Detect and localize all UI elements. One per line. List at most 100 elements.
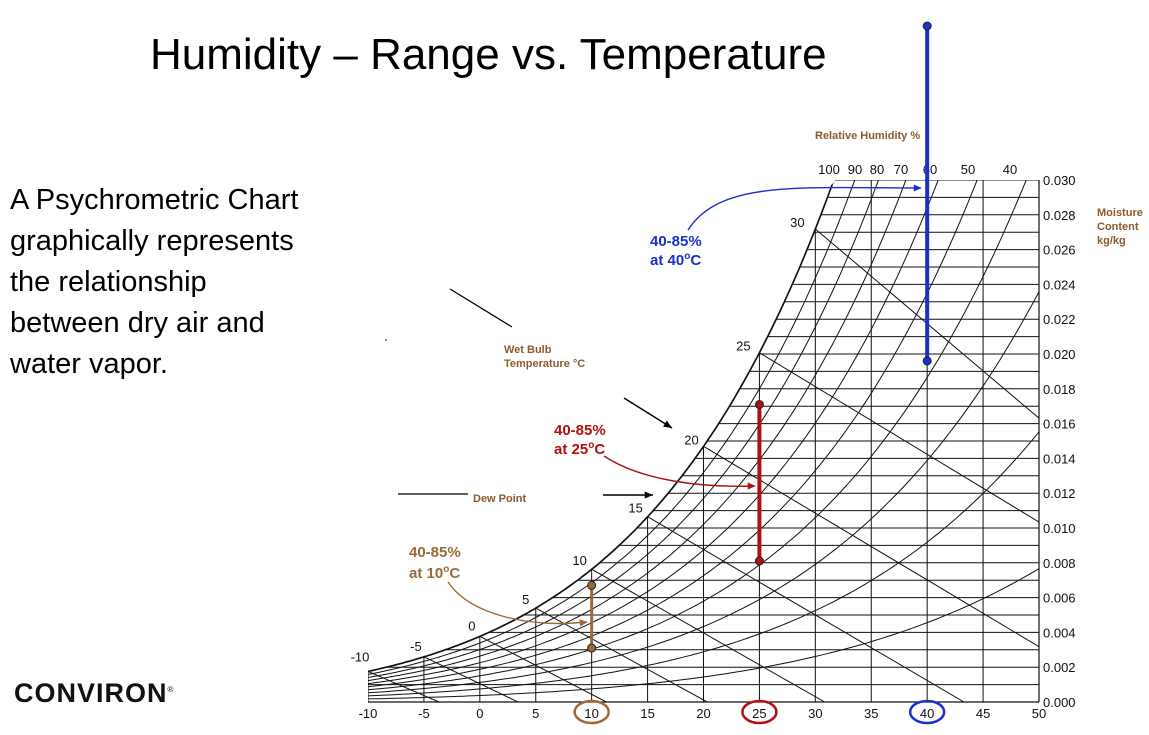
stray-dot — [385, 339, 387, 341]
annotation-10c-line2: at 10oC — [409, 564, 460, 582]
x-tick-label: -5 — [418, 706, 430, 721]
y-tick-label: 0.024 — [1043, 277, 1076, 292]
annotation-10c-degree: o — [443, 564, 449, 575]
dew-point-arrow-head — [644, 491, 653, 499]
pointer-arrows — [447, 184, 922, 627]
wet-bulb-tick-label: -10 — [351, 649, 370, 664]
range-25c-high-point — [754, 399, 764, 409]
wet-bulb-line — [535, 607, 708, 702]
x-tick-label: 15 — [640, 706, 654, 721]
wet-bulb-tick-label: 30 — [790, 215, 804, 230]
rh-curve — [368, 431, 1039, 697]
axis-ticks: -10 -5 0 5 10 15 20 25 30 35 40 45 500.0000.0020.004… — [351, 162, 1076, 721]
x-tick-label: 35 — [864, 706, 878, 721]
wet-bulb-label-line1: Wet Bulb — [504, 344, 552, 356]
wet-bulb-line — [368, 670, 440, 702]
range-40c-low-point — [922, 356, 932, 366]
highlight-ranges — [573, 21, 946, 725]
y-tick-label: 0.000 — [1043, 695, 1076, 710]
range-10c-high-point — [587, 580, 597, 590]
y-tick-label: 0.010 — [1043, 521, 1076, 536]
x-tick-label: -10 — [359, 706, 378, 721]
annotation-25c-line2: at 25oC — [554, 440, 605, 458]
logo-registered-mark: ® — [167, 685, 175, 694]
y-tick-label: 0.020 — [1043, 347, 1076, 362]
wet-bulb-tick-label: 0 — [468, 618, 475, 633]
rh-curve — [368, 568, 1039, 700]
wet-bulb-arrow-head — [663, 420, 672, 428]
rh-tick-label: 50 — [961, 162, 975, 177]
x-tick-label: 50 — [1032, 706, 1046, 721]
annotation-10c-unit: C — [449, 565, 460, 582]
annotation-25c-arrow — [603, 455, 755, 487]
y-tick-label: 0.026 — [1043, 243, 1076, 258]
slide-title: Humidity – Range vs. Temperature — [150, 30, 827, 79]
dew-point-label: Dew Point — [473, 493, 527, 505]
annotation-10c-arrow-head — [579, 619, 588, 627]
range-25c-low-point — [754, 556, 764, 566]
x-tick-label: 20 — [696, 706, 710, 721]
annotation-25c-arrow-head — [747, 482, 756, 490]
wet-bulb-tick-label: -5 — [410, 639, 422, 654]
saturation-curve — [367, 184, 833, 673]
y-tick-label: 0.014 — [1043, 451, 1076, 466]
annotation-25c-degree: o — [588, 440, 594, 451]
y-tick-label: 0.008 — [1043, 556, 1076, 571]
range-10c-low-point — [587, 643, 597, 653]
wet-bulb-line — [647, 516, 965, 702]
annotation-10c-line1: 40-85% — [409, 544, 461, 561]
x-tick-label: 25 — [752, 706, 766, 721]
rh-curve — [368, 180, 945, 685]
rh-tick-label: 100 — [818, 162, 840, 177]
rh-curve — [368, 291, 1039, 694]
wet-bulb-tick-label: 20 — [684, 432, 698, 447]
annotation-10c-text: at 10 — [409, 565, 443, 582]
y-tick-label: 0.016 — [1043, 417, 1076, 432]
y-tick-label: 0.028 — [1043, 208, 1076, 223]
x-tick-label: 30 — [808, 706, 822, 721]
wet-bulb-tick-label: 25 — [736, 339, 750, 354]
annotation-40c-line2: at 40oC — [650, 251, 701, 269]
x-tick-label: 5 — [532, 706, 539, 721]
x-tick-label: 45 — [976, 706, 990, 721]
annotation-40c-arrow — [687, 186, 921, 231]
rh-curve — [368, 180, 839, 673]
wet-bulb-line — [423, 656, 519, 702]
annotation-40c-unit: C — [690, 252, 701, 269]
wet-bulb-tick-label: 15 — [628, 501, 642, 516]
wet-bulb-leader-line — [449, 288, 513, 328]
y-axis-label-line2: Content — [1097, 221, 1139, 233]
y-tick-label: 0.006 — [1043, 591, 1076, 606]
rh-tick-label: 70 — [894, 162, 908, 177]
y-tick-label: 0.030 — [1043, 173, 1076, 188]
logo-text: CONVIRON — [14, 678, 168, 708]
range-40c-axis-highlight — [908, 699, 946, 725]
wet-bulb-tick-label: 5 — [522, 592, 529, 607]
wet-bulb-tick-label: 10 — [572, 553, 586, 568]
wet-bulb-arrow — [623, 397, 673, 429]
range-25c-axis-highlight — [741, 699, 778, 725]
annotation-40c-text: at 40 — [650, 252, 684, 269]
y-tick-label: 0.012 — [1043, 486, 1076, 501]
rh-curve — [368, 180, 861, 675]
rh-curve — [368, 180, 1034, 691]
y-axis-label-line3: kg/kg — [1097, 235, 1126, 247]
rh-curve — [368, 180, 911, 682]
rh-tick-label: 80 — [870, 162, 884, 177]
wet-bulb-line — [759, 352, 1039, 702]
rh-tick-label: 90 — [848, 162, 862, 177]
annotation-40c-degree: o — [684, 251, 690, 262]
annotation-40c-line1: 40-85% — [650, 233, 702, 250]
y-tick-label: 0.018 — [1043, 382, 1076, 397]
x-tick-label: 0 — [476, 706, 483, 721]
wet-bulb-line — [703, 445, 1039, 702]
rh-axis-label: Relative Humidity % — [815, 130, 920, 142]
annotation-10c-arrow — [447, 581, 587, 625]
annotation-40c-arrow-head — [913, 184, 922, 192]
rh-tick-label: 40 — [1003, 162, 1017, 177]
wet-bulb-line — [591, 568, 825, 702]
rh-tick-label: 60 — [923, 162, 937, 177]
y-axis-label-line1: Moisture — [1097, 207, 1143, 219]
rh-curve — [368, 180, 883, 678]
